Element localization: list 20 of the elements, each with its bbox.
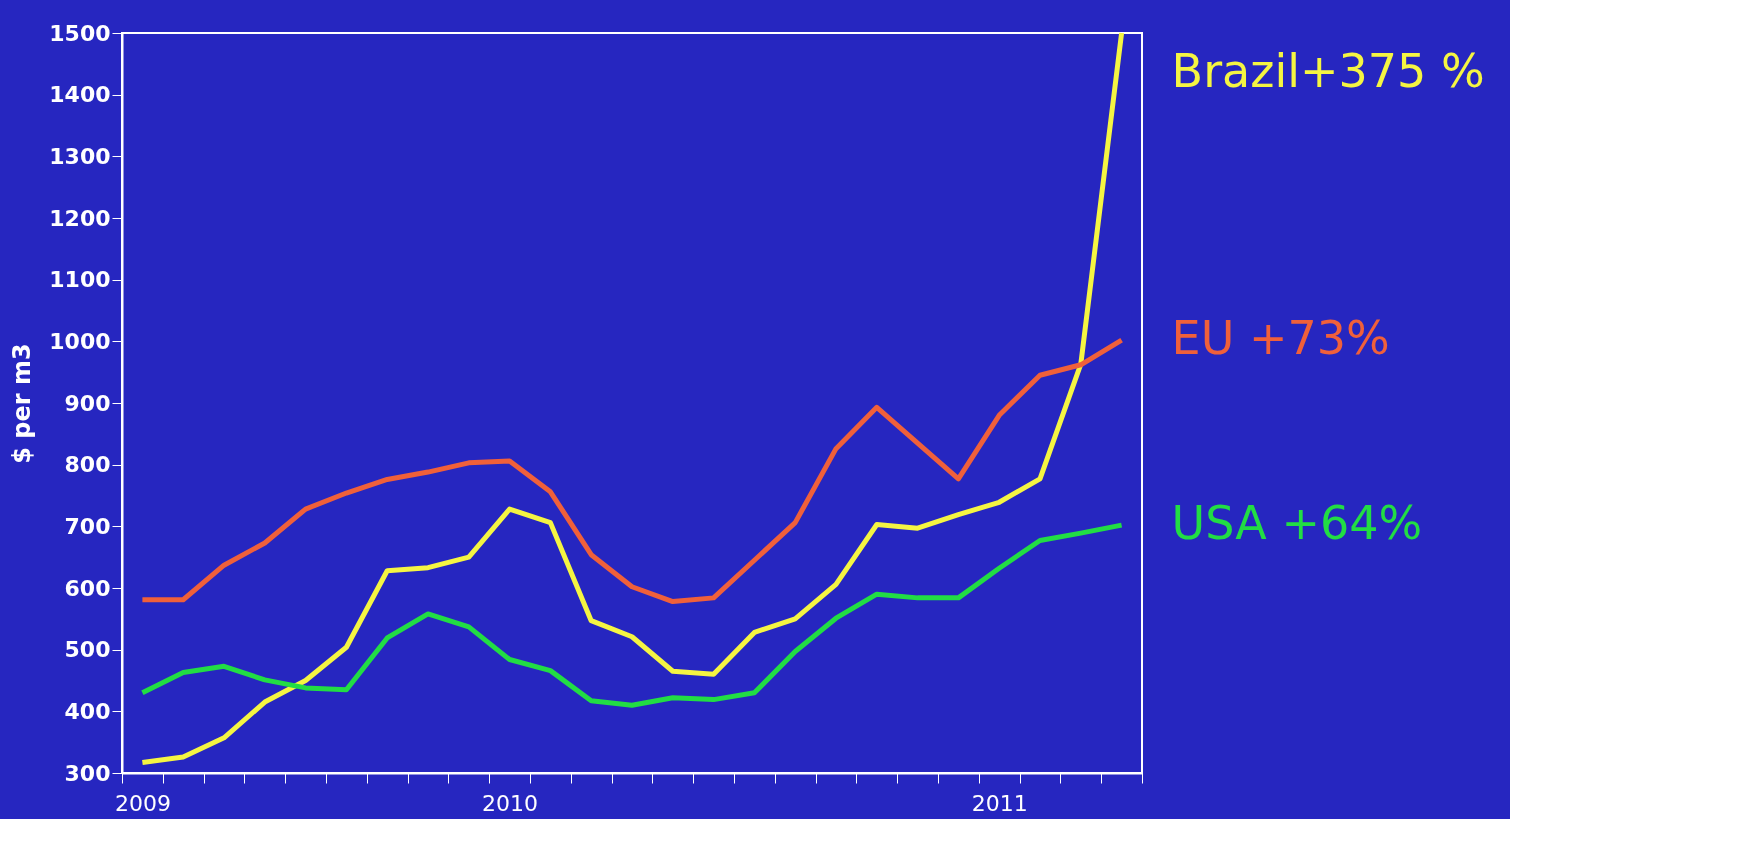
y-tick-label: 1300 xyxy=(49,143,111,169)
y-tick-label: 600 xyxy=(64,575,111,601)
y-tick-label: 300 xyxy=(64,760,111,786)
series-label: EU +73% xyxy=(1171,311,1390,366)
y-tick-label: 1500 xyxy=(49,20,111,46)
y-tick-label: 900 xyxy=(64,390,111,416)
x-tick-label: 2009 xyxy=(114,790,171,816)
y-tick-label: 700 xyxy=(64,513,111,539)
series-label: Brazil+375 % xyxy=(1171,44,1485,98)
y-tick-label: 1400 xyxy=(49,82,111,108)
y-tick-label: 1100 xyxy=(49,267,111,293)
x-tick-label: 2010 xyxy=(482,790,539,816)
x-tick-label: 2011 xyxy=(971,790,1028,816)
y-tick-label: 800 xyxy=(64,452,111,478)
y-tick-label: 500 xyxy=(64,637,111,663)
y-tick-label: 400 xyxy=(64,698,111,724)
y-tick-label: 1200 xyxy=(49,205,111,231)
y-axis-title: $ per m3 xyxy=(8,343,37,464)
y-tick-label: 1000 xyxy=(49,328,111,354)
series-label: USA +64% xyxy=(1171,496,1423,551)
